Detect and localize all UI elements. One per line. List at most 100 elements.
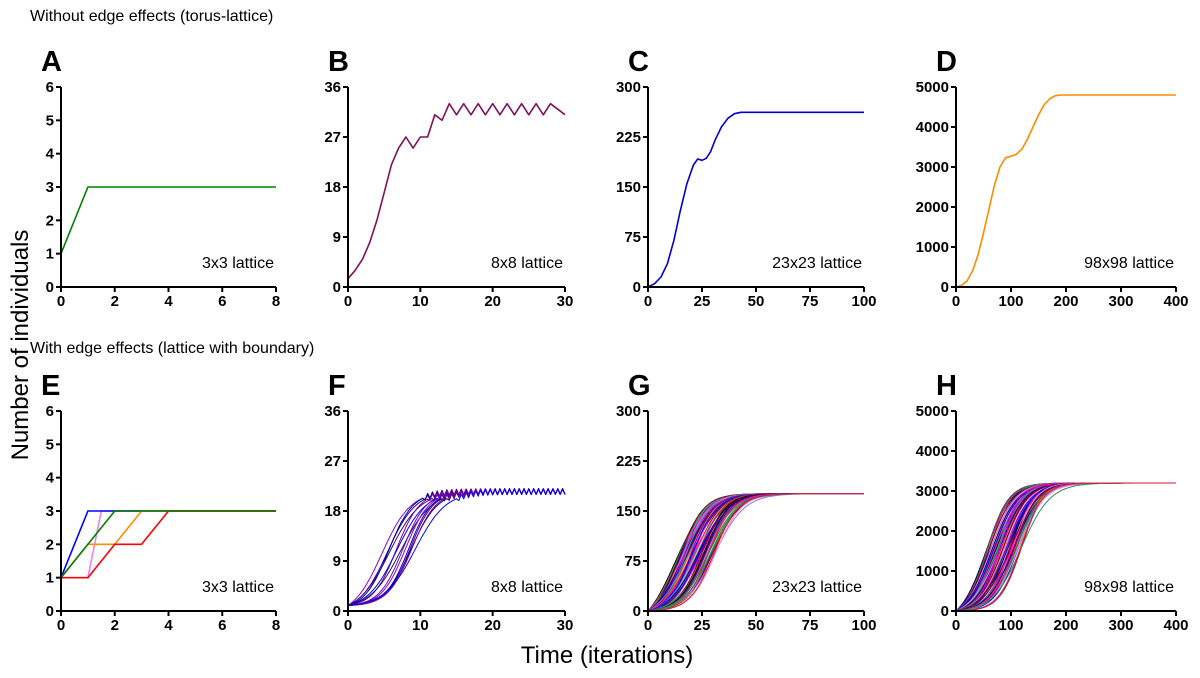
y-tick-label: 6 [46,403,54,420]
lattice-label: 8x8 lattice [491,255,563,272]
y-tick-label: 5 [46,436,54,453]
y-tick-label: 5 [46,112,54,129]
x-tick-label: 75 [802,293,819,310]
y-tick-label: 2 [46,212,54,229]
series-line [956,482,1176,611]
panel-letter: H [936,370,957,402]
series-line [61,510,276,579]
y-tick-label: 36 [324,403,341,420]
section-title-top: Without edge effects (torus-lattice) [30,8,274,25]
y-tick-label: 150 [616,179,641,196]
y-tick-label: 3 [46,179,54,196]
x-tick-label: 8 [272,617,280,634]
x-tick-label: 8 [272,293,280,310]
y-tick-label: 225 [616,453,641,470]
x-tick-label: 0 [952,617,960,634]
x-tick-label: 0 [344,293,352,310]
y-tick-label: 2 [46,536,54,553]
x-tick-label: 25 [694,293,711,310]
series-group [61,186,276,254]
y-tick-label: 0 [333,279,341,296]
y-tick-label: 36 [324,79,341,96]
x-tick-label: 4 [164,293,173,310]
series-line [61,186,276,254]
x-tick-label: 0 [644,293,652,310]
y-tick-label: 9 [333,553,341,570]
y-tick-label: 4000 [916,119,949,136]
x-tick-label: 20 [484,293,501,310]
y-tick-label: 1000 [916,239,949,256]
panel-letter: B [328,46,349,78]
x-tick-label: 10 [412,617,429,634]
x-tick-label: 0 [952,293,960,310]
x-tick-label: 200 [1053,293,1078,310]
y-tick-label: 0 [46,279,54,296]
y-tick-label: 27 [324,129,341,146]
y-axis-title: Number of individuals [7,230,34,461]
x-tick-label: 10 [412,293,429,310]
y-tick-label: 0 [633,603,641,620]
y-tick-label: 4 [46,146,55,163]
series-group [348,488,566,606]
x-tick-label: 100 [851,293,876,310]
x-tick-label: 30 [557,617,574,634]
series-group [348,102,566,280]
series-line [348,102,566,280]
x-tick-label: 400 [1163,617,1188,634]
y-tick-label: 18 [324,503,341,520]
y-tick-label: 0 [633,279,641,296]
x-tick-label: 2 [111,293,119,310]
y-tick-label: 6 [46,79,54,96]
y-tick-label: 3000 [916,483,949,500]
y-tick-label: 225 [616,129,641,146]
panel-E: E 0 1 2 3 4 5 6 0 2 4 6 8 3x3 lattice [41,370,280,634]
x-tick-label: 75 [802,617,819,634]
x-tick-label: 25 [694,617,711,634]
y-tick-label: 18 [324,179,341,196]
x-tick-label: 30 [557,293,574,310]
y-tick-label: 2000 [916,199,949,216]
section-title-bottom: With edge effects (lattice with boundary… [30,340,315,357]
panel-letter: A [41,46,62,78]
x-tick-label: 200 [1053,617,1078,634]
y-tick-label: 300 [616,79,641,96]
x-tick-label: 300 [1108,293,1133,310]
lattice-label: 98x98 lattice [1084,579,1174,596]
series-line [648,111,864,287]
x-tick-label: 0 [644,617,652,634]
y-tick-label: 4 [46,470,55,487]
y-tick-label: 1 [46,570,54,587]
y-tick-label: 0 [941,279,949,296]
panel-letter: F [328,370,346,402]
x-tick-label: 50 [748,293,765,310]
lattice-label: 98x98 lattice [1084,255,1174,272]
x-tick-label: 2 [111,617,119,634]
lattice-label: 3x3 lattice [202,255,274,272]
x-tick-label: 6 [218,293,226,310]
lattice-label: 23x23 lattice [772,255,862,272]
series-line [61,510,276,579]
panel-letter: C [628,46,649,78]
series-group [956,94,1176,287]
y-tick-label: 75 [624,553,641,570]
y-tick-label: 3 [46,503,54,520]
x-tick-label: 300 [1108,617,1133,634]
series-line [956,94,1176,287]
series-group [61,510,276,579]
y-tick-label: 150 [616,503,641,520]
panel-A: A 0 1 2 3 4 5 6 0 2 4 6 8 3x3 lattice [41,46,280,310]
y-tick-label: 1000 [916,563,949,580]
y-tick-label: 5000 [916,403,949,420]
panel-F: F 0 9 18 27 36 0 10 20 30 8x8 lattice [324,370,573,634]
panel-D: D 0 1000 2000 3000 4000 5000 0 100 200 300 400 98x98… [916,46,1189,310]
panel-G: G 0 75 150 225 300 0 25 50 75 100 23x23 lattice [616,370,877,634]
x-tick-label: 20 [484,617,501,634]
x-tick-label: 4 [164,617,173,634]
y-tick-label: 0 [46,603,54,620]
x-tick-label: 100 [998,617,1023,634]
y-tick-label: 3000 [916,159,949,176]
panel-letter: G [628,370,651,402]
lattice-label: 23x23 lattice [772,579,862,596]
y-tick-label: 5000 [916,79,949,96]
